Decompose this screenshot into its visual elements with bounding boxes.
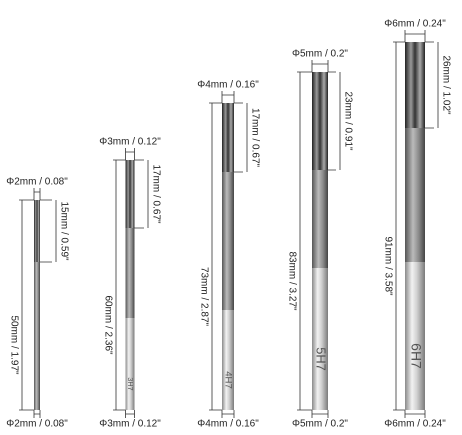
dimension-line — [404, 30, 426, 42]
tool-flute — [405, 42, 425, 128]
tool-body — [125, 228, 135, 318]
dimension-line — [19, 199, 34, 411]
dimension-line — [209, 102, 222, 411]
flute-length-label: 17mm / 0.67" — [150, 164, 161, 224]
tool-marking: 5H7 — [314, 347, 329, 370]
dimension-line — [221, 410, 235, 418]
dimension-line — [425, 41, 439, 129]
bottom-diameter-label: Φ2mm / 0.08" — [6, 419, 68, 430]
tool-body — [312, 170, 328, 268]
tool-shank — [405, 262, 425, 410]
dimension-line — [404, 410, 426, 418]
tool-marking: 4H7 — [222, 371, 233, 389]
dimension-line — [311, 60, 329, 72]
dimension-line — [113, 159, 126, 411]
flute-length-label: 17mm / 0.67" — [249, 108, 260, 168]
tool-flute — [312, 72, 328, 170]
flute-length-label: 26mm / 1.02" — [440, 55, 451, 115]
tool-flute — [125, 160, 135, 228]
dimension-line — [134, 159, 149, 229]
flute-length-label: 23mm / 0.91" — [342, 91, 353, 151]
dimension-line — [234, 102, 248, 173]
dimension-line — [297, 71, 312, 411]
tool-flute — [34, 200, 40, 262]
dimension-line — [311, 410, 329, 418]
dimension-line — [328, 71, 341, 171]
top-diameter-label: Φ6mm / 0.24" — [384, 19, 446, 30]
tool-shank — [312, 268, 328, 410]
tool-body — [222, 172, 234, 310]
overall-length-label: 91mm / 3.58" — [382, 236, 393, 296]
dimension-line — [40, 199, 57, 263]
dimension-line — [125, 410, 135, 418]
dimension-line — [221, 91, 235, 103]
top-diameter-label: Φ2mm / 0.08" — [6, 177, 68, 188]
bottom-diameter-label: Φ5mm / 0.2" — [292, 419, 348, 430]
bottom-diameter-label: Φ6mm / 0.24" — [384, 419, 446, 430]
top-diameter-label: Φ3mm / 0.12" — [99, 137, 161, 148]
top-diameter-label: Φ5mm / 0.2" — [292, 49, 348, 60]
tool-body — [34, 262, 40, 410]
dimension-line — [33, 410, 41, 418]
dimension-line — [125, 148, 135, 160]
overall-length-label: 83mm / 3.27" — [286, 251, 297, 311]
tool-marking: 3H7 — [126, 377, 135, 390]
top-diameter-label: Φ4mm / 0.16" — [197, 80, 259, 91]
tool-shank — [222, 310, 234, 410]
flute-length-label: 15mm / 0.59" — [58, 201, 69, 261]
dimension-line — [393, 41, 405, 411]
tool-body — [405, 128, 425, 262]
overall-length-label: 50mm / 1.97" — [8, 315, 19, 375]
tool-shank — [125, 318, 135, 410]
dimension-line — [33, 188, 41, 200]
overall-length-label: 60mm / 2.36" — [102, 295, 113, 355]
tool-marking: 6H7 — [408, 343, 424, 369]
bottom-diameter-label: Φ3mm / 0.12" — [99, 419, 161, 430]
tool-flute — [222, 103, 234, 172]
overall-length-label: 73mm / 2.87" — [198, 267, 209, 327]
bottom-diameter-label: Φ4mm / 0.16" — [197, 419, 259, 430]
